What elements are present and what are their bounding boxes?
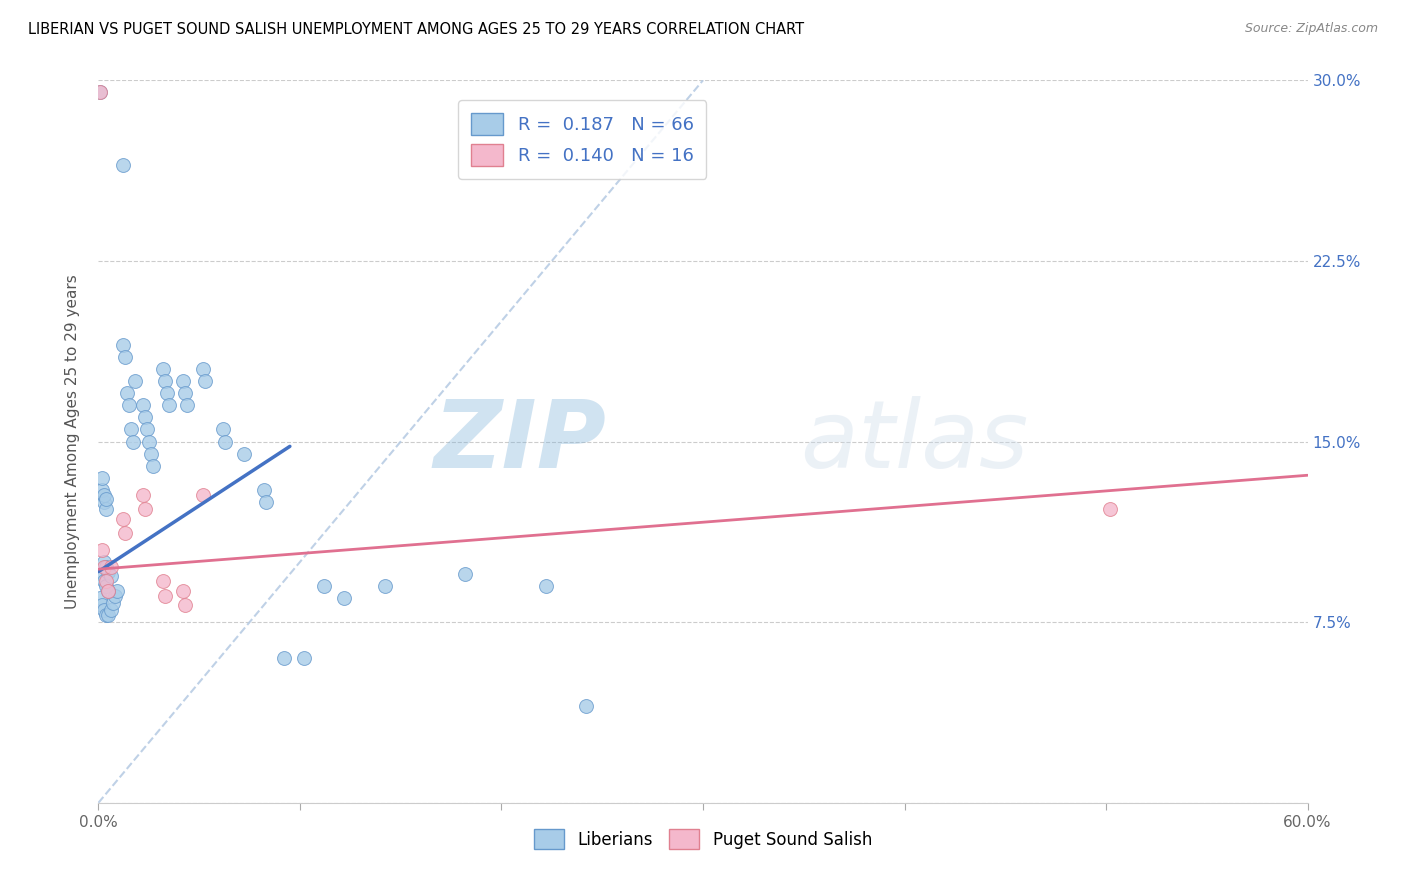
Point [214,434,236,449]
Point [135,422,157,436]
Point [96,579,118,593]
Y-axis label: Unemployment Among Ages 25 to 29 years: Unemployment Among Ages 25 to 29 years [65,274,80,609]
Point [152,362,174,376]
Point [232,446,254,460]
Point [93,494,115,508]
Text: LIBERIAN VS PUGET SOUND SALISH UNEMPLOYMENT AMONG AGES 25 TO 29 YEARS CORRELATIO: LIBERIAN VS PUGET SOUND SALISH UNEMPLOYM… [28,22,804,37]
Point [93,574,115,589]
Text: ZIP: ZIP [433,395,606,488]
Point [314,579,336,593]
Point [91,599,114,613]
Point [91,470,114,484]
Point [157,398,180,412]
Text: Source: ZipAtlas.com: Source: ZipAtlas.com [1244,22,1378,36]
Point [103,589,125,603]
Point [273,651,295,665]
Point [96,607,118,622]
Point [156,386,179,401]
Point [91,483,114,497]
Point [97,583,120,598]
Point [1099,502,1122,516]
Point [174,386,197,401]
Point [142,458,165,473]
Point [152,574,174,589]
Point [174,599,197,613]
Point [121,434,143,449]
Point [89,591,111,605]
Point [97,565,120,579]
Point [89,85,111,99]
Point [138,434,160,449]
Point [111,157,134,171]
Point [100,603,122,617]
Point [91,567,114,582]
Point [454,567,477,582]
Point [176,398,198,412]
Point [193,362,215,376]
Point [153,589,176,603]
Point [96,492,118,507]
Point [139,446,162,460]
Point [96,574,118,589]
Point [101,596,124,610]
Point [111,338,134,352]
Point [91,542,114,557]
Point [193,487,215,501]
Point [100,559,122,574]
Point [118,398,141,412]
Legend: Liberians, Puget Sound Salish: Liberians, Puget Sound Salish [527,822,879,856]
Point [96,559,118,574]
Point [89,85,111,99]
Point [292,651,315,665]
Point [132,487,155,501]
Point [111,511,134,525]
Point [97,607,120,622]
Point [115,386,138,401]
Point [212,422,235,436]
Point [97,583,120,598]
Point [333,591,356,605]
Point [93,487,115,501]
Point [134,502,156,516]
Point [93,559,115,574]
Point [134,410,156,425]
Point [114,526,136,541]
Point [132,398,155,412]
Point [93,603,115,617]
Point [194,374,217,388]
Point [575,699,598,714]
Point [534,579,557,593]
Point [114,350,136,364]
Point [93,555,115,569]
Point [105,583,128,598]
Point [120,422,142,436]
Point [100,569,122,583]
Point [153,374,176,388]
Text: atlas: atlas [800,396,1028,487]
Point [253,483,276,497]
Point [124,374,146,388]
Point [254,494,277,508]
Point [172,374,194,388]
Point [172,583,194,598]
Point [374,579,396,593]
Point [96,502,118,516]
